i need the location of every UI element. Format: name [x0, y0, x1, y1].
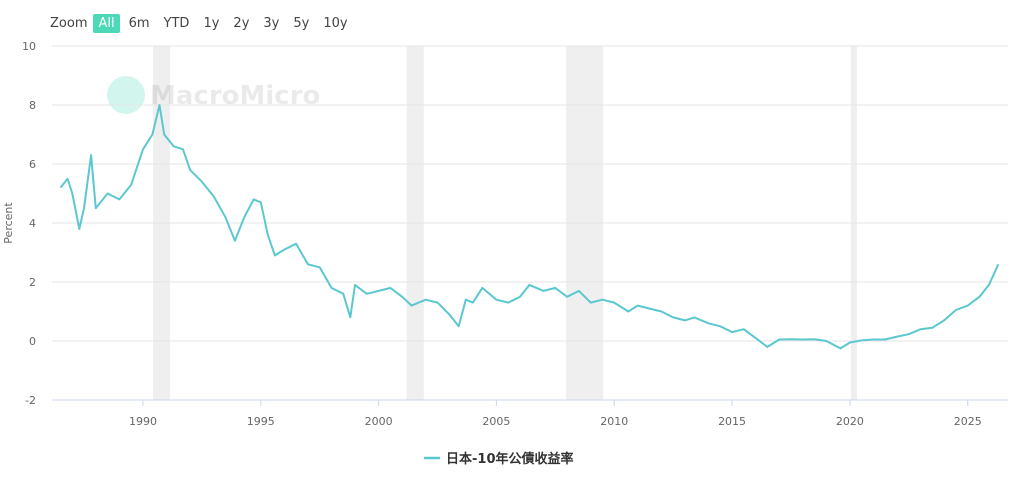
- legend-label: 日本-10年公債收益率: [446, 451, 574, 467]
- x-tick-label: 2010: [600, 415, 628, 428]
- watermark-logo: [107, 76, 145, 114]
- zoom-bar: Zoom All 6m YTD 1y 2y 3y 5y 10y: [50, 12, 357, 34]
- x-tick-label: 2025: [954, 415, 982, 428]
- zoom-button[interactable]: 10y: [323, 15, 348, 31]
- x-tick-label: 2020: [836, 415, 864, 428]
- x-tick-label: 2000: [365, 415, 393, 428]
- y-tick-label: 2: [29, 276, 36, 289]
- x-tick-label: 2005: [482, 415, 510, 428]
- y-axis-label: Percent: [2, 202, 15, 244]
- x-tick-label: 1995: [247, 415, 275, 428]
- x-tick-label: 2015: [718, 415, 746, 428]
- y-tick-label: 0: [29, 335, 36, 348]
- zoom-button[interactable]: YTD: [163, 15, 190, 31]
- zoom-button[interactable]: 6m: [128, 15, 150, 31]
- zoom-button[interactable]: 3y: [263, 15, 280, 31]
- series-line: [59, 104, 1000, 350]
- y-tick-label: -2: [25, 394, 36, 407]
- y-tick-label: 8: [29, 99, 36, 112]
- y-tick-label: 4: [29, 217, 36, 230]
- zoom-button[interactable]: 5y: [293, 15, 310, 31]
- watermark: MacroMicro: [150, 81, 320, 111]
- y-tick-label: 10: [22, 40, 36, 53]
- zoom-button[interactable]: All: [93, 13, 120, 33]
- x-tick-label: 1990: [129, 415, 157, 428]
- zoom-button[interactable]: 1y: [203, 15, 220, 31]
- y-tick-label: 6: [29, 158, 36, 171]
- zoom-button[interactable]: 2y: [233, 15, 250, 31]
- zoom-label: Zoom: [50, 15, 88, 31]
